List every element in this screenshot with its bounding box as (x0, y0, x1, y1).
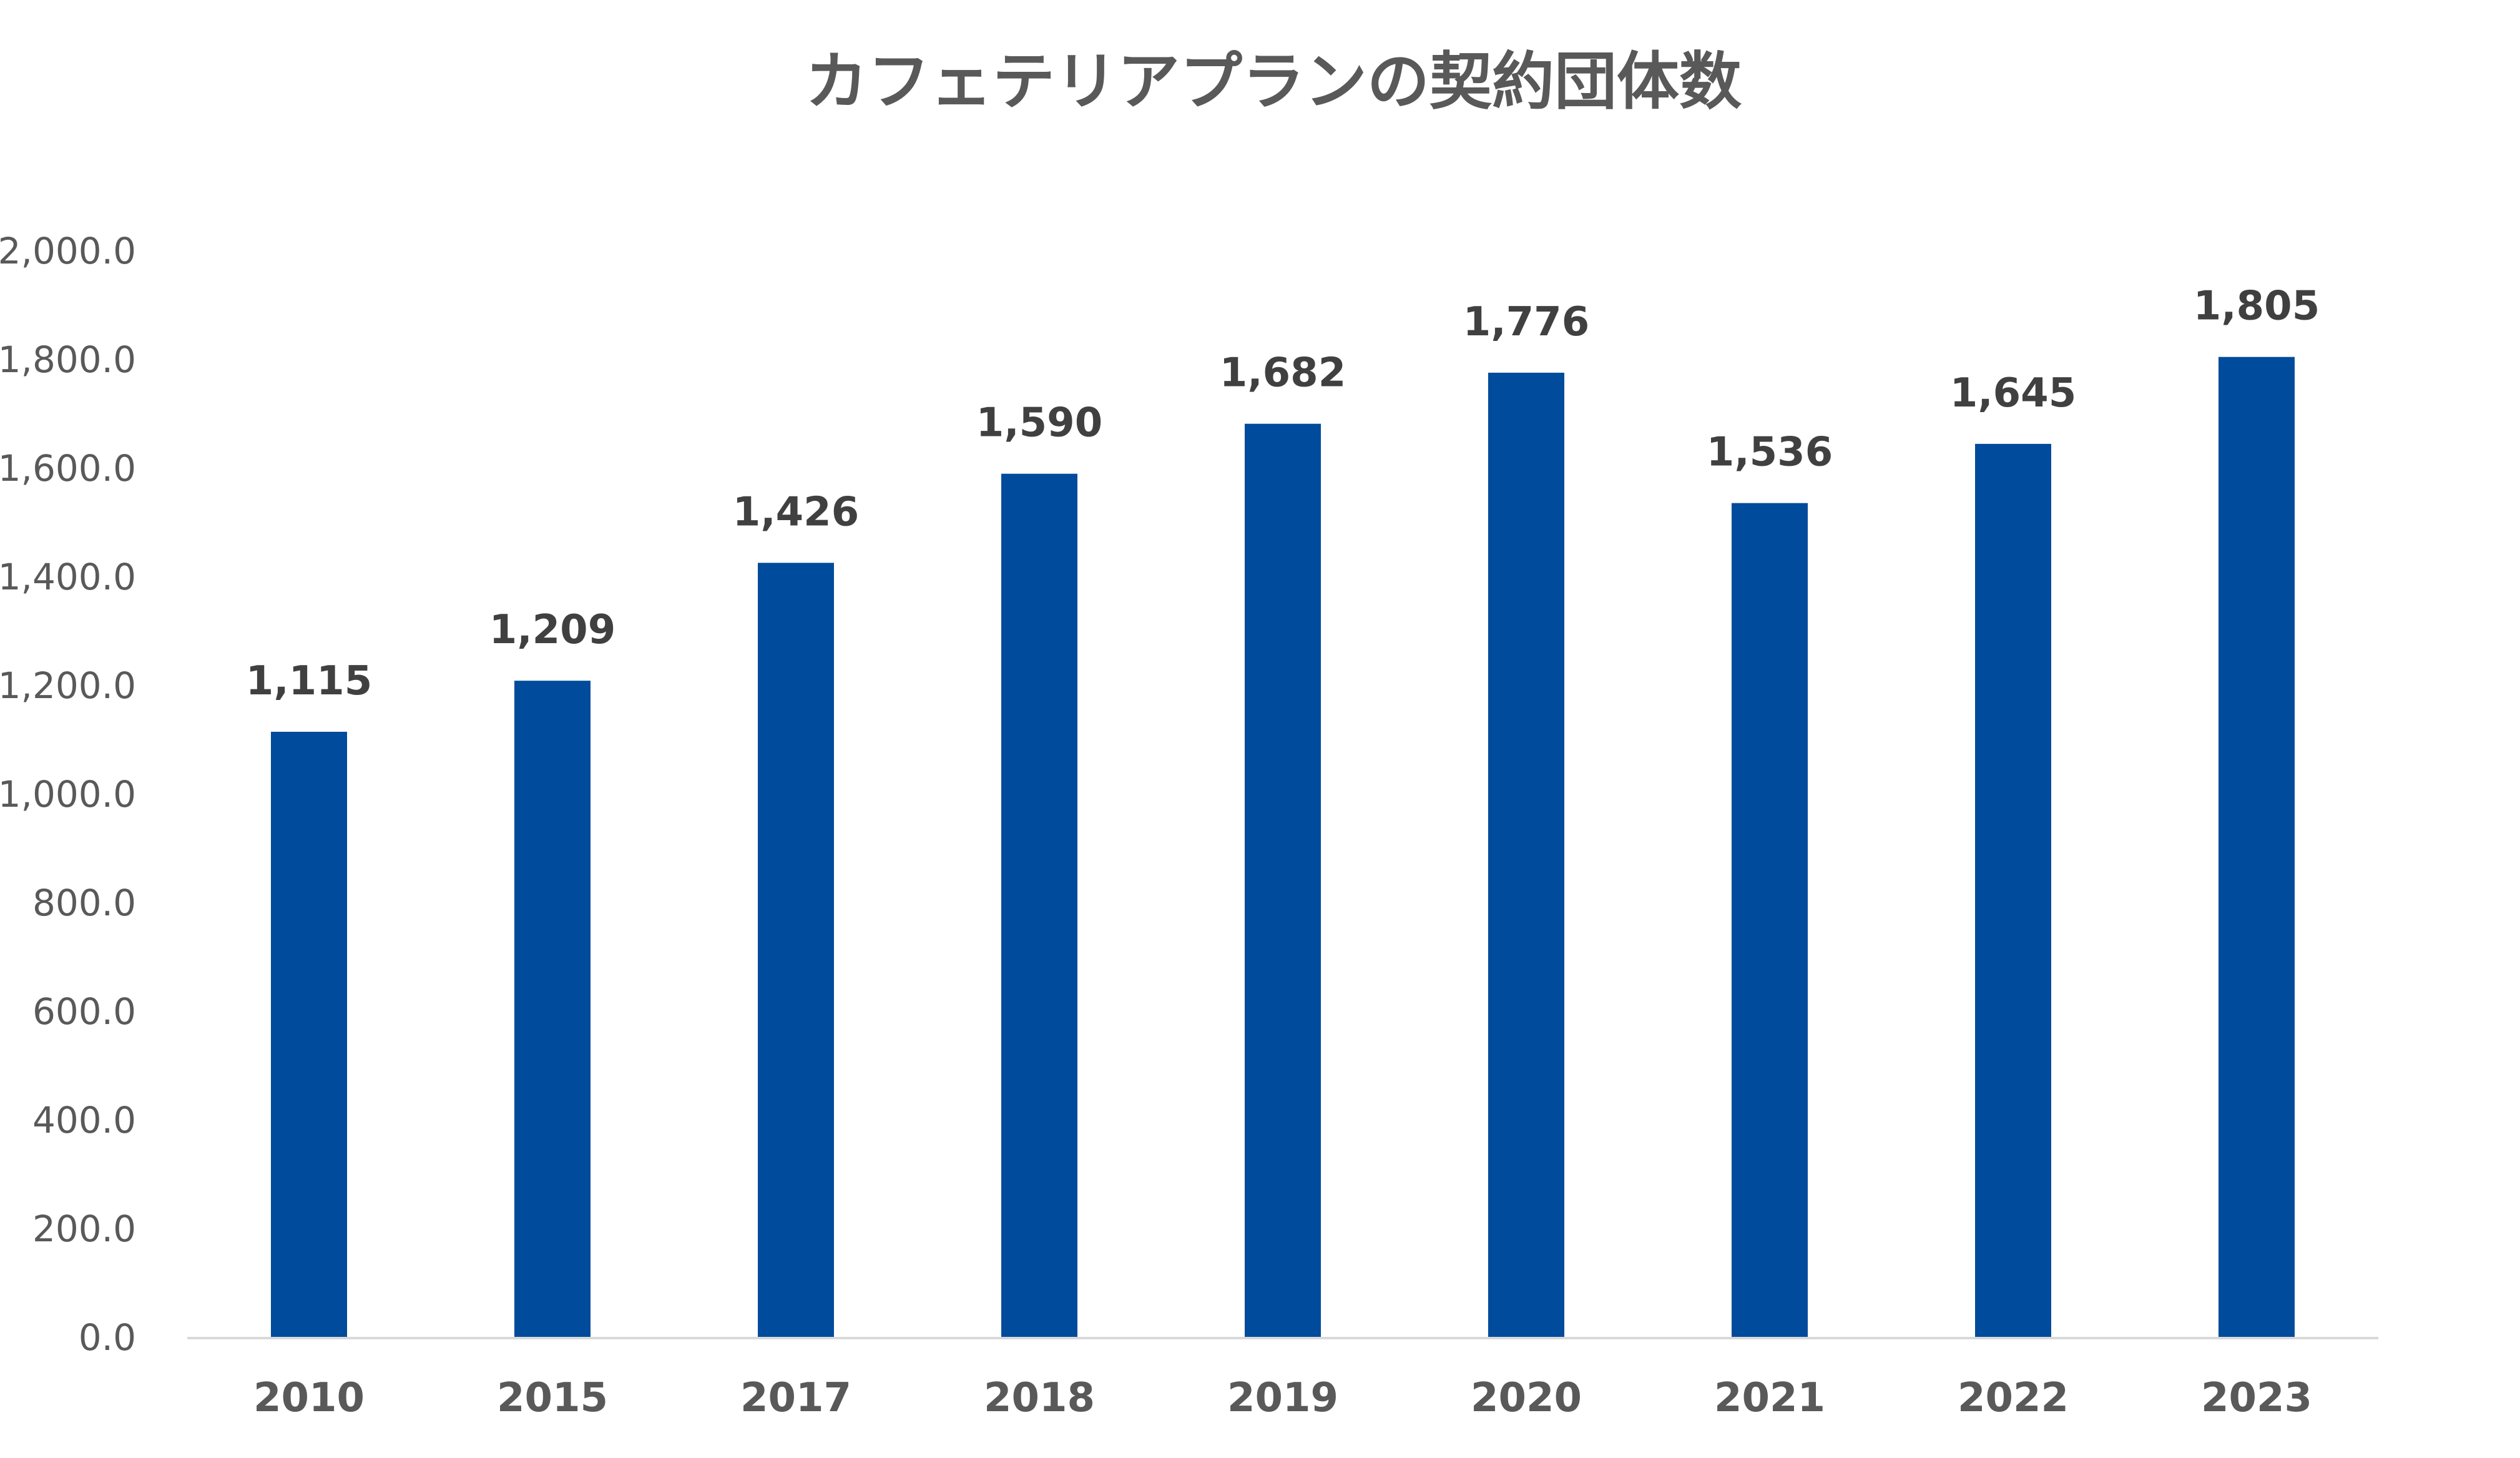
data-label-2010: 1,115 (246, 658, 372, 704)
x-tick-label-2017: 2017 (740, 1375, 851, 1421)
y-tick-label: 800.0 (32, 882, 136, 924)
data-labels: 1,115 1,209 1,426 1,590 1,682 1,776 1,536 1,645… (246, 283, 2320, 704)
y-tick-label: 1,800.0 (0, 338, 136, 381)
bar-2023 (2218, 357, 2295, 1337)
y-tick-label: 200.0 (32, 1208, 136, 1250)
y-tick-label: 1,200.0 (0, 664, 136, 707)
bar-2021 (1732, 503, 1808, 1338)
x-tick-label-2015: 2015 (497, 1375, 608, 1421)
y-tick-label: 2,000.0 (0, 230, 136, 272)
bar-2010 (271, 731, 347, 1337)
chart-title: カフェテリアプランの契約団体数 (805, 45, 1742, 118)
data-label-2019: 1,682 (1220, 350, 1346, 397)
bar-2022 (1975, 443, 2051, 1337)
x-tick-label-2010: 2010 (253, 1375, 365, 1421)
y-tick-label: 1,600.0 (0, 447, 136, 490)
y-tick-label: 600.0 (32, 990, 136, 1033)
y-tick-label: 0.0 (79, 1316, 136, 1359)
x-tick-label-2020: 2020 (1471, 1375, 1582, 1421)
bar-2017 (758, 563, 834, 1337)
data-label-2015: 1,209 (489, 607, 615, 653)
bar-2020 (1488, 372, 1564, 1337)
x-tick-label-2023: 2023 (2201, 1375, 2312, 1421)
y-tick-label: 1,000.0 (0, 773, 136, 815)
data-label-2017: 1,426 (733, 489, 859, 535)
y-tick-label: 400.0 (32, 1099, 136, 1141)
bar-2019 (1245, 423, 1321, 1338)
x-axis: 2010 2015 2017 2018 2019 2020 2021 2022 2023 (187, 1337, 2378, 1421)
data-label-2020: 1,776 (1463, 299, 1589, 345)
x-tick-label-2019: 2019 (1227, 1375, 1338, 1421)
y-axis: 0.0 200.0 400.0 600.0 800.0 1,000.0 1,200.0 1,4… (0, 230, 136, 1359)
data-label-2023: 1,805 (2194, 283, 2320, 330)
data-label-2018: 1,590 (976, 400, 1102, 446)
bar-2015 (514, 681, 591, 1337)
x-tick-label-2018: 2018 (984, 1375, 1095, 1421)
x-tick-label-2022: 2022 (1958, 1375, 2069, 1421)
x-tick-label-2021: 2021 (1714, 1375, 1825, 1421)
bar-2018 (1001, 473, 1077, 1338)
y-tick-label: 1,400.0 (0, 556, 136, 598)
bars (271, 357, 2295, 1338)
data-label-2021: 1,536 (1707, 430, 1833, 476)
data-label-2022: 1,645 (1950, 370, 2076, 416)
